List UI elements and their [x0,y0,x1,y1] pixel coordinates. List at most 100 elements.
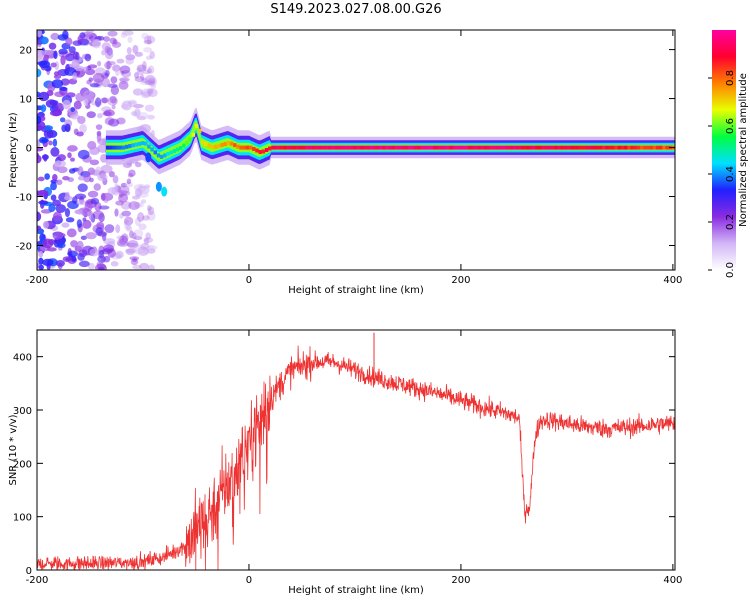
noise-blob [52,231,64,240]
ridge-core-cell [217,143,221,148]
noise-blob [62,30,69,40]
spectrogram-xtick-label: 200 [451,275,470,286]
noise-blob [120,32,128,39]
noise-blob [65,92,76,98]
noise-blob [133,244,145,255]
colorbar-tick-label: 0.4 [725,166,736,182]
ridge-core-cell [531,145,536,150]
ridge-core-cell [147,144,151,149]
ridge-core-cell [188,137,192,142]
noise-blob [38,200,49,205]
noise-blob [144,104,155,112]
noise-blob [38,250,44,258]
ridge-core-cell [118,145,122,150]
ridge-core-cell [538,145,542,150]
snr-xtick-label: -200 [26,575,49,586]
noise-blob [42,220,49,229]
noise-blob [50,194,57,201]
noise-blob [97,60,102,67]
spectrogram-xtick-label: -200 [26,275,49,286]
noise-blob [92,39,102,49]
ridge-core-cell [493,145,498,150]
noise-blob [147,248,156,254]
ridge-core-cell [207,143,211,148]
noise-blob [78,260,90,268]
ridge-core-cell [659,145,663,150]
noise-blob [53,71,59,77]
noise-blob [60,55,66,66]
noise-blob [52,138,58,147]
ridge-core-cell [121,145,126,150]
ridge-core-cell [388,145,393,150]
noise-blob [52,211,62,222]
noise-blob [140,74,145,80]
ridge-core-cell [131,143,135,148]
ridge-core-cell [303,145,307,150]
ridge-core-cell [407,145,412,150]
ridge-core-cell [325,145,329,150]
ridge-core-cell [233,143,237,148]
noise-blob [37,189,49,197]
snr-ytick-label: 200 [13,459,32,470]
ridge-core-cell [242,145,246,150]
ridge-core-cell [105,145,110,150]
ridge-core-cell [204,142,208,147]
ridge-core-cell [194,124,199,128]
noise-blob [133,184,143,191]
noise-blob [97,138,108,145]
noise-blob [119,77,130,82]
ridge-core-cell [481,145,485,150]
noise-blob [104,61,113,70]
noise-blob [128,201,140,210]
noise-blob [73,100,82,110]
noise-blob [88,262,95,270]
noise-blob [138,223,147,231]
noise-blob [140,91,152,99]
ridge-core-cell [500,145,504,150]
ridge-core-cell [258,150,262,154]
noise-blob [44,173,50,180]
noise-blob [131,232,137,240]
noise-blob [137,112,149,119]
ridge-core-cell [296,145,301,150]
ridge-core-cell [630,145,634,150]
ridge-core-cell [395,145,399,150]
noise-blob [145,74,156,85]
ridge-core-cell [458,145,463,150]
noise-blob [67,200,79,210]
noise-blob [59,86,68,91]
ridge-core-cell [535,145,539,150]
ridge-core-cell [598,145,603,150]
noise-blob [143,76,154,83]
noise-blob [143,249,149,255]
noise-blob [115,200,124,206]
noise-blob [142,60,147,71]
ridge-core-cell [398,145,402,150]
noise-blob [64,123,71,133]
noise-blob [114,182,119,193]
ridge-core-cell [125,144,129,149]
spectrogram-frame [36,29,676,271]
noise-blob [37,115,42,125]
noise-blob [146,245,156,254]
spectrogram-axes: -200 0 200 400 -20 -10 0 10 20 [16,30,682,286]
noise-blob [38,91,50,102]
ridge-core-cell [586,145,590,150]
noise-blob [124,181,133,188]
ridge-core-cell [484,145,488,150]
ridge-core-cell [220,142,224,147]
noise-blob [132,257,138,263]
ridge-core-cell [328,145,332,150]
noise-blob [37,154,42,164]
ridge-core-cell [573,145,577,150]
ridge-core-cell [404,145,409,150]
noise-blob [87,190,99,198]
noise-blob [48,42,57,50]
ridge-core-cell [357,145,361,150]
noise-blob [134,51,143,57]
noise-blob [89,83,100,88]
ridge-core-cell [379,145,383,150]
noise-blob [150,84,156,90]
